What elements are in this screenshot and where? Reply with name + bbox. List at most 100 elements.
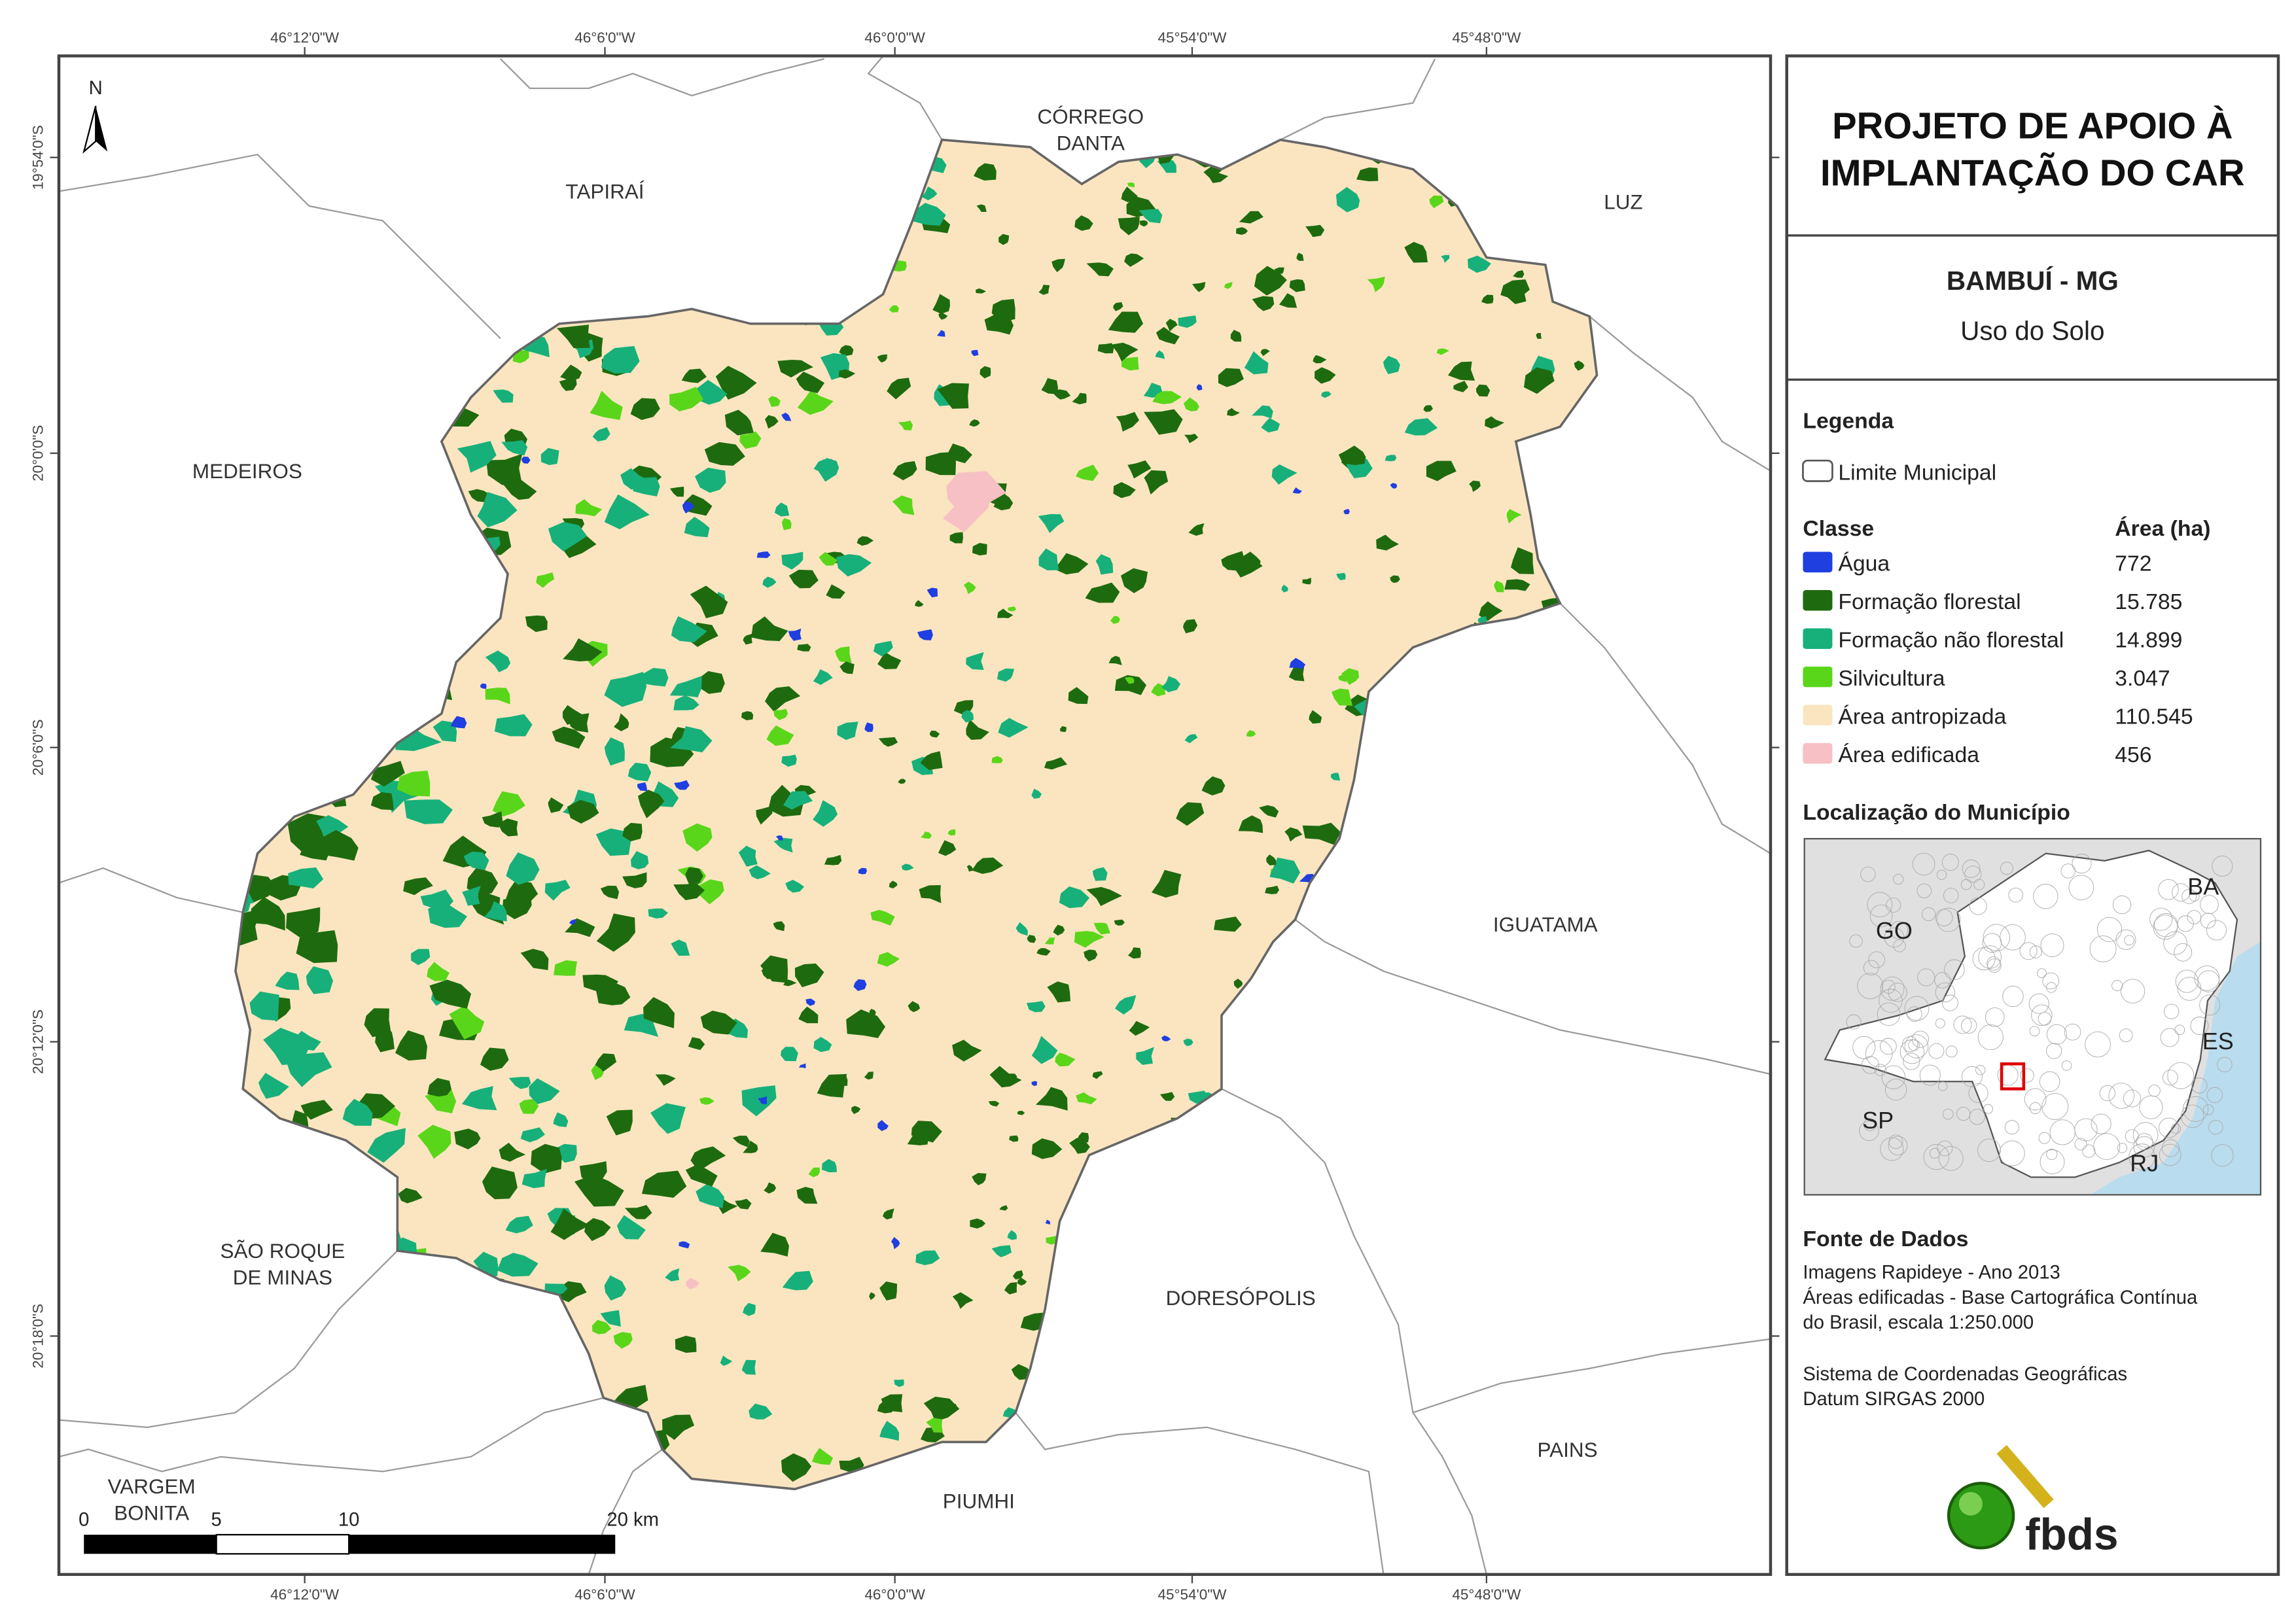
land-use-patch bbox=[673, 882, 705, 901]
land-use-patch bbox=[1068, 687, 1089, 705]
land-use-patch bbox=[961, 710, 974, 723]
land-use-patch bbox=[665, 1268, 680, 1282]
boundary bbox=[59, 867, 243, 913]
land-use-patch bbox=[1176, 802, 1205, 826]
land-use-patch bbox=[364, 1008, 391, 1038]
land-use-patch bbox=[920, 831, 932, 839]
land-use-patch bbox=[1036, 948, 1051, 956]
inset-municipality bbox=[1953, 1015, 1972, 1034]
sources-title: Fonte de Dados bbox=[1803, 1227, 1968, 1251]
logo bbox=[1947, 1444, 2054, 1550]
land-use-patch bbox=[508, 1077, 531, 1089]
municipality-boundary bbox=[234, 138, 1598, 1491]
land-use-patch bbox=[521, 1168, 547, 1189]
longitude-label: 46°0'0"W bbox=[864, 29, 925, 46]
land-use-patch bbox=[1124, 253, 1144, 268]
land-use-patch bbox=[821, 1159, 837, 1173]
inset-municipality bbox=[1935, 982, 1955, 1003]
land-use-patch bbox=[417, 1125, 451, 1159]
land-use-patch bbox=[857, 536, 874, 546]
boundary bbox=[1589, 315, 1771, 472]
land-use-patch bbox=[925, 451, 956, 476]
inset-municipality bbox=[1977, 1138, 2001, 1162]
land-use-patch bbox=[1026, 1001, 1046, 1013]
land-use-patch bbox=[1031, 1081, 1037, 1086]
inset-municipality bbox=[2197, 970, 2220, 992]
inset-municipality bbox=[1908, 1039, 1920, 1051]
land-use-patch bbox=[999, 1205, 1008, 1211]
land-use-patch bbox=[540, 447, 559, 466]
land-use-patch bbox=[1239, 211, 1263, 224]
inset-municipality bbox=[2120, 979, 2146, 1003]
land-use-patch bbox=[699, 879, 724, 905]
inset-municipality bbox=[2170, 1123, 2181, 1134]
land-use-patch bbox=[892, 461, 917, 481]
inset-municipality bbox=[2211, 1144, 2234, 1167]
land-use-patch bbox=[907, 1128, 928, 1145]
logo-circle bbox=[1947, 1482, 2015, 1550]
land-use-patch bbox=[765, 415, 779, 429]
land-use-patch bbox=[735, 1198, 752, 1210]
land-use-patch bbox=[457, 441, 497, 473]
land-use-patch bbox=[743, 1140, 758, 1153]
land-use-patch bbox=[497, 818, 518, 837]
land-use-patch bbox=[288, 867, 324, 889]
boundary bbox=[1559, 602, 1771, 854]
land-use-patch bbox=[751, 616, 788, 642]
inset-municipality bbox=[2099, 1085, 2115, 1102]
place-name: PIUMHI bbox=[943, 1490, 1015, 1513]
boundary bbox=[1413, 1338, 1771, 1414]
land-use-patch bbox=[600, 885, 620, 899]
land-use-patch bbox=[966, 652, 984, 671]
inset-municipality bbox=[2085, 1031, 2111, 1058]
land-use-patch bbox=[1341, 668, 1360, 685]
land-use-patch bbox=[569, 918, 576, 925]
land-use-patch bbox=[720, 1355, 733, 1367]
land-use-patch bbox=[1469, 480, 1481, 492]
land-use-patch bbox=[550, 1208, 590, 1240]
boundary bbox=[1221, 1088, 1487, 1575]
inset-municipality bbox=[1863, 960, 1879, 976]
place-name: MEDEIROS bbox=[192, 459, 302, 483]
inset-municipality bbox=[1935, 909, 1953, 926]
land-use-patch bbox=[796, 372, 825, 394]
inset-municipality bbox=[2206, 1087, 2223, 1104]
land-use-patch bbox=[976, 204, 987, 212]
land-use-patch bbox=[1302, 578, 1311, 585]
inset-municipality bbox=[1987, 958, 2002, 973]
land-use-patch bbox=[1027, 934, 1036, 943]
land-use-patch bbox=[864, 1072, 874, 1080]
land-use-patch bbox=[1009, 1135, 1019, 1142]
land-use-patch bbox=[696, 1183, 724, 1208]
state-label: ES bbox=[2202, 1028, 2234, 1055]
land-use-patch bbox=[1192, 281, 1206, 292]
inset-municipality bbox=[1983, 1104, 1994, 1114]
land-use-patch bbox=[1055, 1052, 1076, 1067]
land-use-patch bbox=[622, 872, 647, 888]
land-use-patch bbox=[367, 1128, 406, 1163]
inset-municipality bbox=[2189, 891, 2200, 902]
land-use-patch bbox=[1447, 361, 1475, 381]
inset-municipality bbox=[1944, 959, 1965, 981]
land-use-patch bbox=[560, 364, 582, 381]
legend-label: Silvicultura bbox=[1838, 666, 1945, 691]
land-use-patch bbox=[604, 737, 625, 766]
north-label: N bbox=[89, 78, 103, 99]
land-use-patch bbox=[482, 811, 503, 828]
land-use-patch bbox=[1097, 343, 1114, 354]
land-use-patch bbox=[694, 467, 726, 493]
land-use-patch bbox=[1214, 916, 1242, 932]
land-use-patch bbox=[972, 542, 987, 556]
land-use-patch bbox=[813, 669, 833, 686]
municipal-boundaries bbox=[59, 56, 1771, 1575]
land-use-patch bbox=[836, 554, 872, 577]
land-use-patch bbox=[728, 1265, 751, 1282]
inset-municipality bbox=[2091, 1113, 2111, 1134]
land-use-patch bbox=[1504, 579, 1530, 591]
land-use-patch bbox=[477, 491, 518, 528]
land-use-patch bbox=[1155, 350, 1165, 359]
inset-municipality bbox=[2029, 1026, 2040, 1037]
land-use-patch bbox=[938, 312, 948, 320]
land-use-patch bbox=[497, 1253, 539, 1277]
legend-area: 456 bbox=[2115, 742, 2151, 767]
